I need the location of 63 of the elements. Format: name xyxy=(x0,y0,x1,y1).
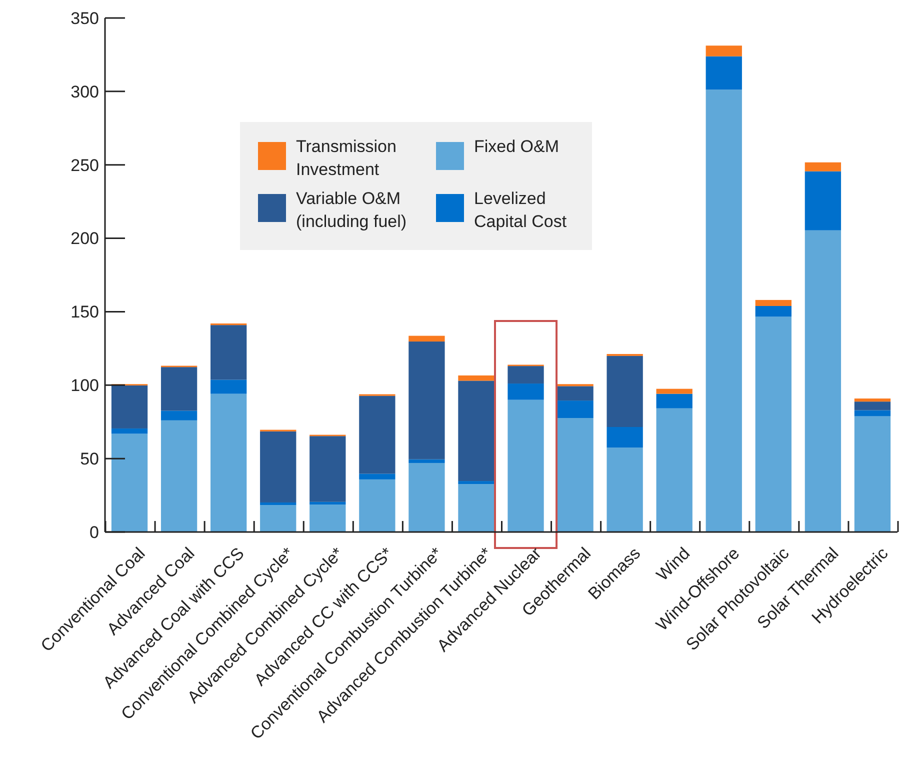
bar xyxy=(310,504,346,532)
bar xyxy=(804,230,842,532)
bar xyxy=(408,342,445,460)
bar xyxy=(656,388,692,394)
bar xyxy=(755,316,792,532)
bar xyxy=(508,366,544,384)
legend-label: Variable O&M (including fuel) xyxy=(296,189,407,231)
bar xyxy=(706,56,742,90)
bar xyxy=(755,306,792,317)
bar xyxy=(310,502,346,505)
bar xyxy=(804,162,842,172)
bar xyxy=(854,398,891,402)
bar xyxy=(359,474,396,480)
bar xyxy=(606,426,643,448)
bar xyxy=(111,434,148,532)
bar xyxy=(210,380,247,394)
bar xyxy=(210,325,247,380)
bar xyxy=(557,386,594,401)
y-tick-label: 350 xyxy=(70,8,99,28)
y-tick-label: 0 xyxy=(90,522,99,542)
bar xyxy=(804,171,842,230)
bar xyxy=(359,396,396,474)
bar xyxy=(408,459,445,463)
bar xyxy=(458,375,494,381)
bar xyxy=(160,367,198,411)
y-tick-label: 50 xyxy=(80,450,99,469)
bar xyxy=(160,420,198,532)
y-tick-label: 250 xyxy=(70,156,99,175)
bar xyxy=(408,336,445,342)
bar xyxy=(508,400,544,532)
bar xyxy=(111,385,148,428)
bar xyxy=(854,402,891,410)
bar xyxy=(260,505,296,532)
bar xyxy=(656,394,692,408)
y-tick-label: 300 xyxy=(70,82,99,102)
bar xyxy=(706,90,742,532)
bar xyxy=(755,300,792,306)
y-tick-label: 200 xyxy=(70,229,99,248)
bar xyxy=(508,384,544,400)
bar xyxy=(606,448,643,532)
bar xyxy=(656,408,692,532)
legend-label: Levelized Capital Cost xyxy=(474,189,567,231)
bar xyxy=(458,481,494,484)
bar xyxy=(706,46,742,56)
bar xyxy=(458,484,494,532)
bar xyxy=(557,400,594,418)
bar xyxy=(310,436,346,502)
bar xyxy=(408,462,445,532)
bar xyxy=(210,394,247,532)
bar xyxy=(854,416,891,532)
bar xyxy=(359,479,396,532)
bar xyxy=(111,428,148,434)
y-tick-label: 150 xyxy=(70,302,99,322)
bar xyxy=(458,380,494,482)
bar xyxy=(160,410,198,420)
bar xyxy=(260,502,296,506)
legend-label: Transmission Investment xyxy=(296,137,396,179)
bar xyxy=(260,431,296,502)
bar xyxy=(606,356,643,427)
y-tick-label: 100 xyxy=(70,376,99,396)
bar xyxy=(854,410,891,416)
bar xyxy=(557,418,594,532)
legend-label: Fixed O&M xyxy=(474,137,560,156)
